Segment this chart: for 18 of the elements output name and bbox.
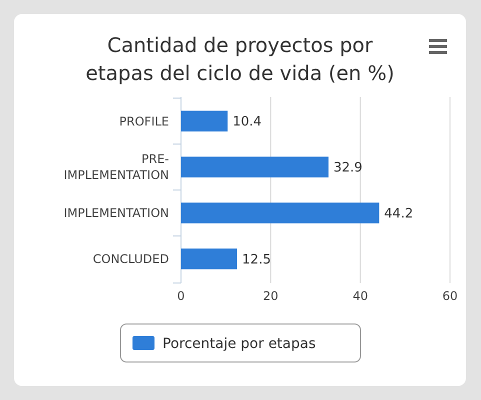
chart-title: Cantidad de proyectos por etapas del ciclo de vida (en %) [86,33,394,85]
data-label: 12.5 [242,252,271,268]
bar [181,110,228,132]
data-label: 44.2 [384,206,414,222]
bar [181,248,238,270]
data-label: 32.9 [334,160,362,176]
x-tick-label: 40 [352,289,368,303]
bar [181,156,328,178]
y-tick-label: IMPLEMENTATION [64,206,169,220]
data-label: 10.4 [232,114,262,130]
bar [181,202,380,224]
x-tick-label: 0 [177,289,185,303]
x-tick-label: 60 [442,289,458,303]
y-tick-label: CONCLUDED [92,252,169,266]
y-tick-label: PROFILE [119,114,169,128]
y-tick-label: PRE-IMPLEMENTATION [64,152,169,182]
x-tick-label: 20 [263,289,278,303]
legend-label: Porcentaje por etapas [162,336,316,352]
